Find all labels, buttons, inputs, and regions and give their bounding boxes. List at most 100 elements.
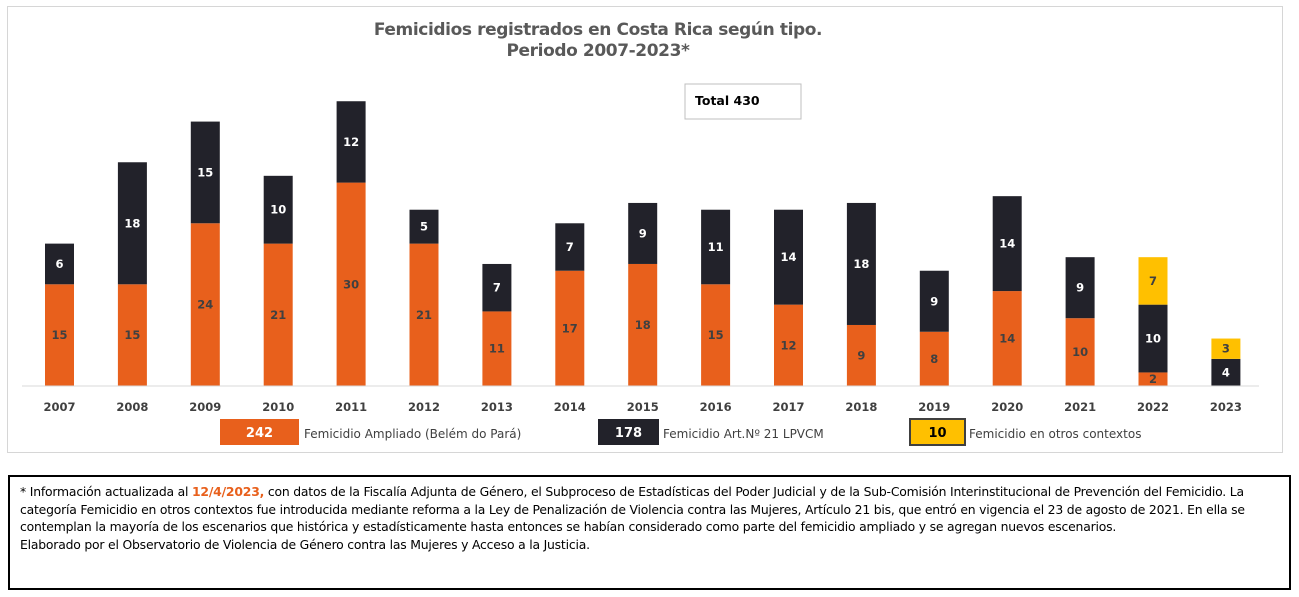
legend-count-2: 10 [928, 426, 946, 441]
legend-swatch-2 [909, 418, 966, 446]
data-label-2021-s1: 9 [1076, 281, 1084, 295]
footnote-body: con datos de la Fiscalía Adjunta de Géne… [20, 484, 1245, 534]
data-label-2017-s0: 12 [780, 338, 796, 352]
legend-label-0: Femicidio Ampliado (Belém do Pará) [304, 427, 521, 441]
footnote-date: 12/4/2023, [192, 484, 265, 499]
total-label: Total 430 [695, 93, 760, 108]
bar-segment-2012-s0 [409, 243, 439, 386]
x-tick-2022: 2022 [1137, 400, 1169, 414]
data-label-2007-s0: 15 [51, 328, 67, 342]
legend-item-1: 178 Femicidio Art.Nº 21 LPVCM [598, 419, 824, 445]
data-label-2012-s1: 5 [420, 220, 428, 234]
footnote-credit: Elaborado por el Observatorio de Violenc… [20, 536, 590, 552]
bar-segment-2016-s0 [701, 284, 731, 386]
data-label-2010-s1: 10 [270, 203, 286, 217]
x-tick-2016: 2016 [700, 400, 732, 414]
bar-segment-2008-s0 [117, 284, 147, 386]
data-label-2014-s1: 7 [566, 240, 574, 254]
legend-label-1: Femicidio Art.Nº 21 LPVCM [663, 427, 824, 441]
bar-segment-2020-s1 [992, 196, 1022, 292]
legend-swatch-1 [598, 419, 659, 445]
stacked-bar-chart: Femicidios registrados en Costa Rica seg… [22, 20, 1259, 446]
chart-title: Femicidios registrados en Costa Rica seg… [374, 20, 822, 40]
data-label-2023-s1: 4 [1222, 365, 1230, 379]
x-tick-2023: 2023 [1210, 400, 1242, 414]
x-tick-2015: 2015 [627, 400, 659, 414]
legend-item-0: 242 Femicidio Ampliado (Belém do Pará) [220, 419, 521, 445]
bar-segment-2023-s1 [1211, 358, 1241, 386]
x-tick-2008: 2008 [116, 400, 148, 414]
x-tick-2020: 2020 [991, 400, 1023, 414]
data-label-2010-s0: 21 [270, 308, 286, 322]
data-label-2021-s0: 10 [1072, 345, 1088, 359]
data-label-2013-s1: 7 [493, 281, 501, 295]
bar-segment-2007-s0 [45, 284, 74, 386]
bar-segment-2020-s0 [992, 291, 1022, 386]
legend-item-2: 10 Femicidio en otros contextos [909, 418, 1141, 446]
bar-segment-2011-s1 [336, 101, 366, 183]
footnote-lead: * Información actualizada al [20, 484, 193, 499]
bar-segment-2022-s1 [1138, 304, 1168, 373]
x-tick-2007: 2007 [43, 400, 75, 414]
bar-segment-2014-s1 [555, 223, 585, 271]
data-label-2007-s1: 6 [55, 257, 63, 271]
footnote-box: * Información actualizada al 12/4/2023, … [8, 475, 1291, 590]
bar-segment-2012-s1 [409, 209, 439, 244]
data-label-2011-s0: 30 [343, 277, 359, 291]
data-label-2022-s2: 7 [1149, 274, 1157, 288]
x-tick-2018: 2018 [845, 400, 877, 414]
data-label-2022-s0: 2 [1149, 372, 1157, 386]
bar-segment-2015-s1 [628, 202, 658, 264]
data-label-2020-s1: 14 [999, 237, 1015, 251]
bar-segment-2014-s0 [555, 270, 585, 386]
data-label-2014-s0: 17 [562, 321, 578, 335]
bar-segment-2013-s0 [482, 311, 512, 386]
data-label-2009-s0: 24 [197, 298, 213, 312]
bar-segment-2016-s1 [701, 209, 731, 285]
x-axis-ticks: 2007 2008 2009 2010 2011 2012 2013 2014 2015 2016… [43, 400, 1241, 414]
x-tick-2019: 2019 [918, 400, 950, 414]
bar-segment-2023-s2 [1211, 338, 1241, 359]
data-label-2016-s1: 11 [708, 240, 724, 254]
bar-segment-2019-s0 [919, 331, 949, 386]
bar-segment-2008-s1 [117, 162, 147, 285]
legend-count-0: 242 [246, 426, 273, 441]
legend-count-1: 178 [615, 426, 642, 441]
bar-segment-2009-s1 [190, 121, 220, 224]
bar-segment-2022-s2 [1138, 257, 1168, 305]
total-box: Total 430 [684, 83, 802, 120]
bar-segment-2015-s0 [628, 263, 658, 386]
data-label-2013-s0: 11 [489, 342, 505, 356]
data-label-2016-s0: 15 [708, 328, 724, 342]
x-tick-2021: 2021 [1064, 400, 1096, 414]
data-label-2023-s2: 3 [1222, 342, 1230, 356]
bar-segment-2013-s1 [482, 263, 512, 312]
chart-subtitle: Periodo 2007-2023* [506, 41, 690, 61]
bar-segment-2018-s0 [846, 324, 876, 386]
data-label-2018-s0: 9 [857, 348, 865, 362]
legend: 242 Femicidio Ampliado (Belém do Pará) 178… [220, 418, 1141, 446]
data-label-2015-s1: 9 [639, 226, 647, 240]
x-tick-2010: 2010 [262, 400, 294, 414]
legend-label-2: Femicidio en otros contextos [969, 427, 1141, 441]
x-tick-2014: 2014 [554, 400, 586, 414]
data-label-2008-s1: 18 [124, 216, 140, 230]
bar-segment-2010-s0 [263, 243, 293, 386]
bar-segment-2009-s0 [190, 223, 220, 386]
bar-segment-2011-s0 [336, 182, 366, 386]
data-label-2018-s1: 18 [853, 257, 869, 271]
bar-segment-2017-s1 [774, 209, 803, 305]
data-label-2019-s0: 8 [930, 352, 938, 366]
bar-segment-2019-s1 [919, 270, 949, 332]
data-label-2008-s0: 15 [124, 328, 140, 342]
x-tick-2012: 2012 [408, 400, 440, 414]
x-tick-2017: 2017 [772, 400, 804, 414]
x-tick-2011: 2011 [335, 400, 367, 414]
bar-segment-2010-s1 [263, 175, 293, 244]
data-label-2009-s1: 15 [197, 165, 213, 179]
data-label-2017-s1: 14 [780, 250, 796, 264]
data-label-2020-s0: 14 [999, 332, 1015, 346]
x-tick-2009: 2009 [189, 400, 221, 414]
data-label-2011-s1: 12 [343, 135, 359, 149]
bar-segment-2021-s0 [1065, 318, 1095, 386]
